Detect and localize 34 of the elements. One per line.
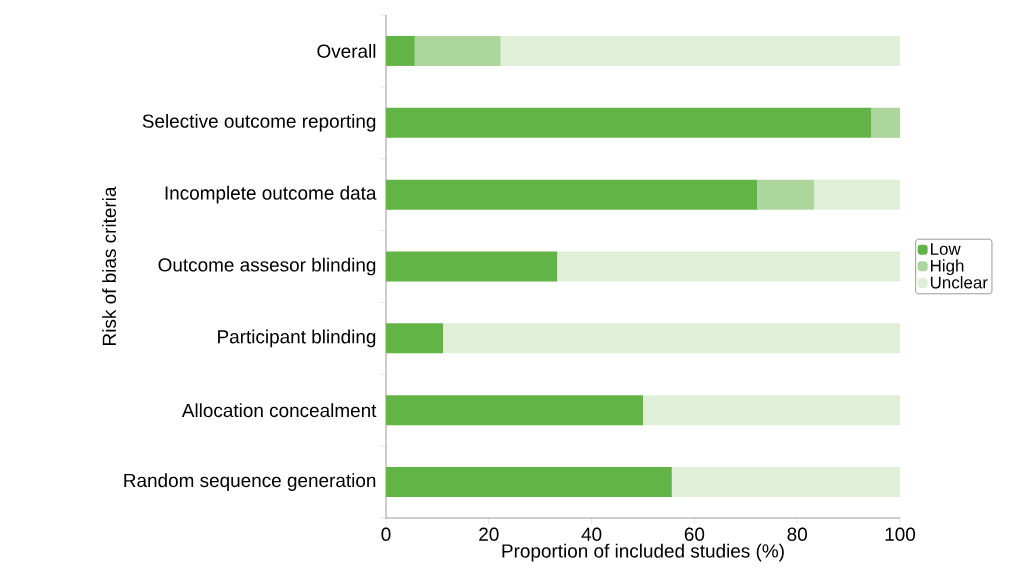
bar: [443, 323, 901, 354]
bar: [871, 107, 901, 138]
bar: [386, 251, 558, 282]
bar: [386, 467, 672, 498]
bar: [814, 179, 901, 210]
x-axis-title: Proportion of included studies (%): [502, 543, 784, 562]
bar: [757, 179, 815, 210]
y-tick-label: Incomplete outcome data: [165, 185, 377, 204]
x-tick-label: 20: [479, 527, 499, 541]
x-tick-label: 60: [684, 527, 705, 541]
y-tick-label: Participant blinding: [218, 329, 376, 348]
bar: [500, 35, 901, 66]
y-tick-label: Overall: [317, 43, 376, 58]
bar: [414, 35, 501, 66]
bar: [557, 251, 901, 282]
bar: [386, 395, 643, 426]
x-tick-label: 40: [581, 527, 602, 541]
x-tick-label: 0: [381, 527, 391, 541]
y-axis-title: Risk of bias criteria: [102, 186, 117, 345]
legend-label: High: [931, 259, 964, 276]
y-tick-label: Outcome assesor blinding: [158, 257, 376, 276]
bar: [386, 323, 444, 354]
bar: [386, 107, 872, 138]
legend-label: Unclear: [930, 276, 988, 289]
bar: [671, 467, 901, 498]
x-tick-label: 80: [787, 527, 807, 541]
y-tick-label: Allocation concealment: [181, 403, 377, 418]
bar: [386, 179, 758, 210]
y-tick-label: Random sequence generation: [124, 473, 376, 491]
bar: [643, 395, 901, 426]
legend-label: Low: [931, 243, 961, 255]
x-tick-label: 100: [885, 527, 916, 541]
bar: [386, 35, 415, 66]
y-tick-label: Selective outcome reporting: [142, 113, 376, 132]
